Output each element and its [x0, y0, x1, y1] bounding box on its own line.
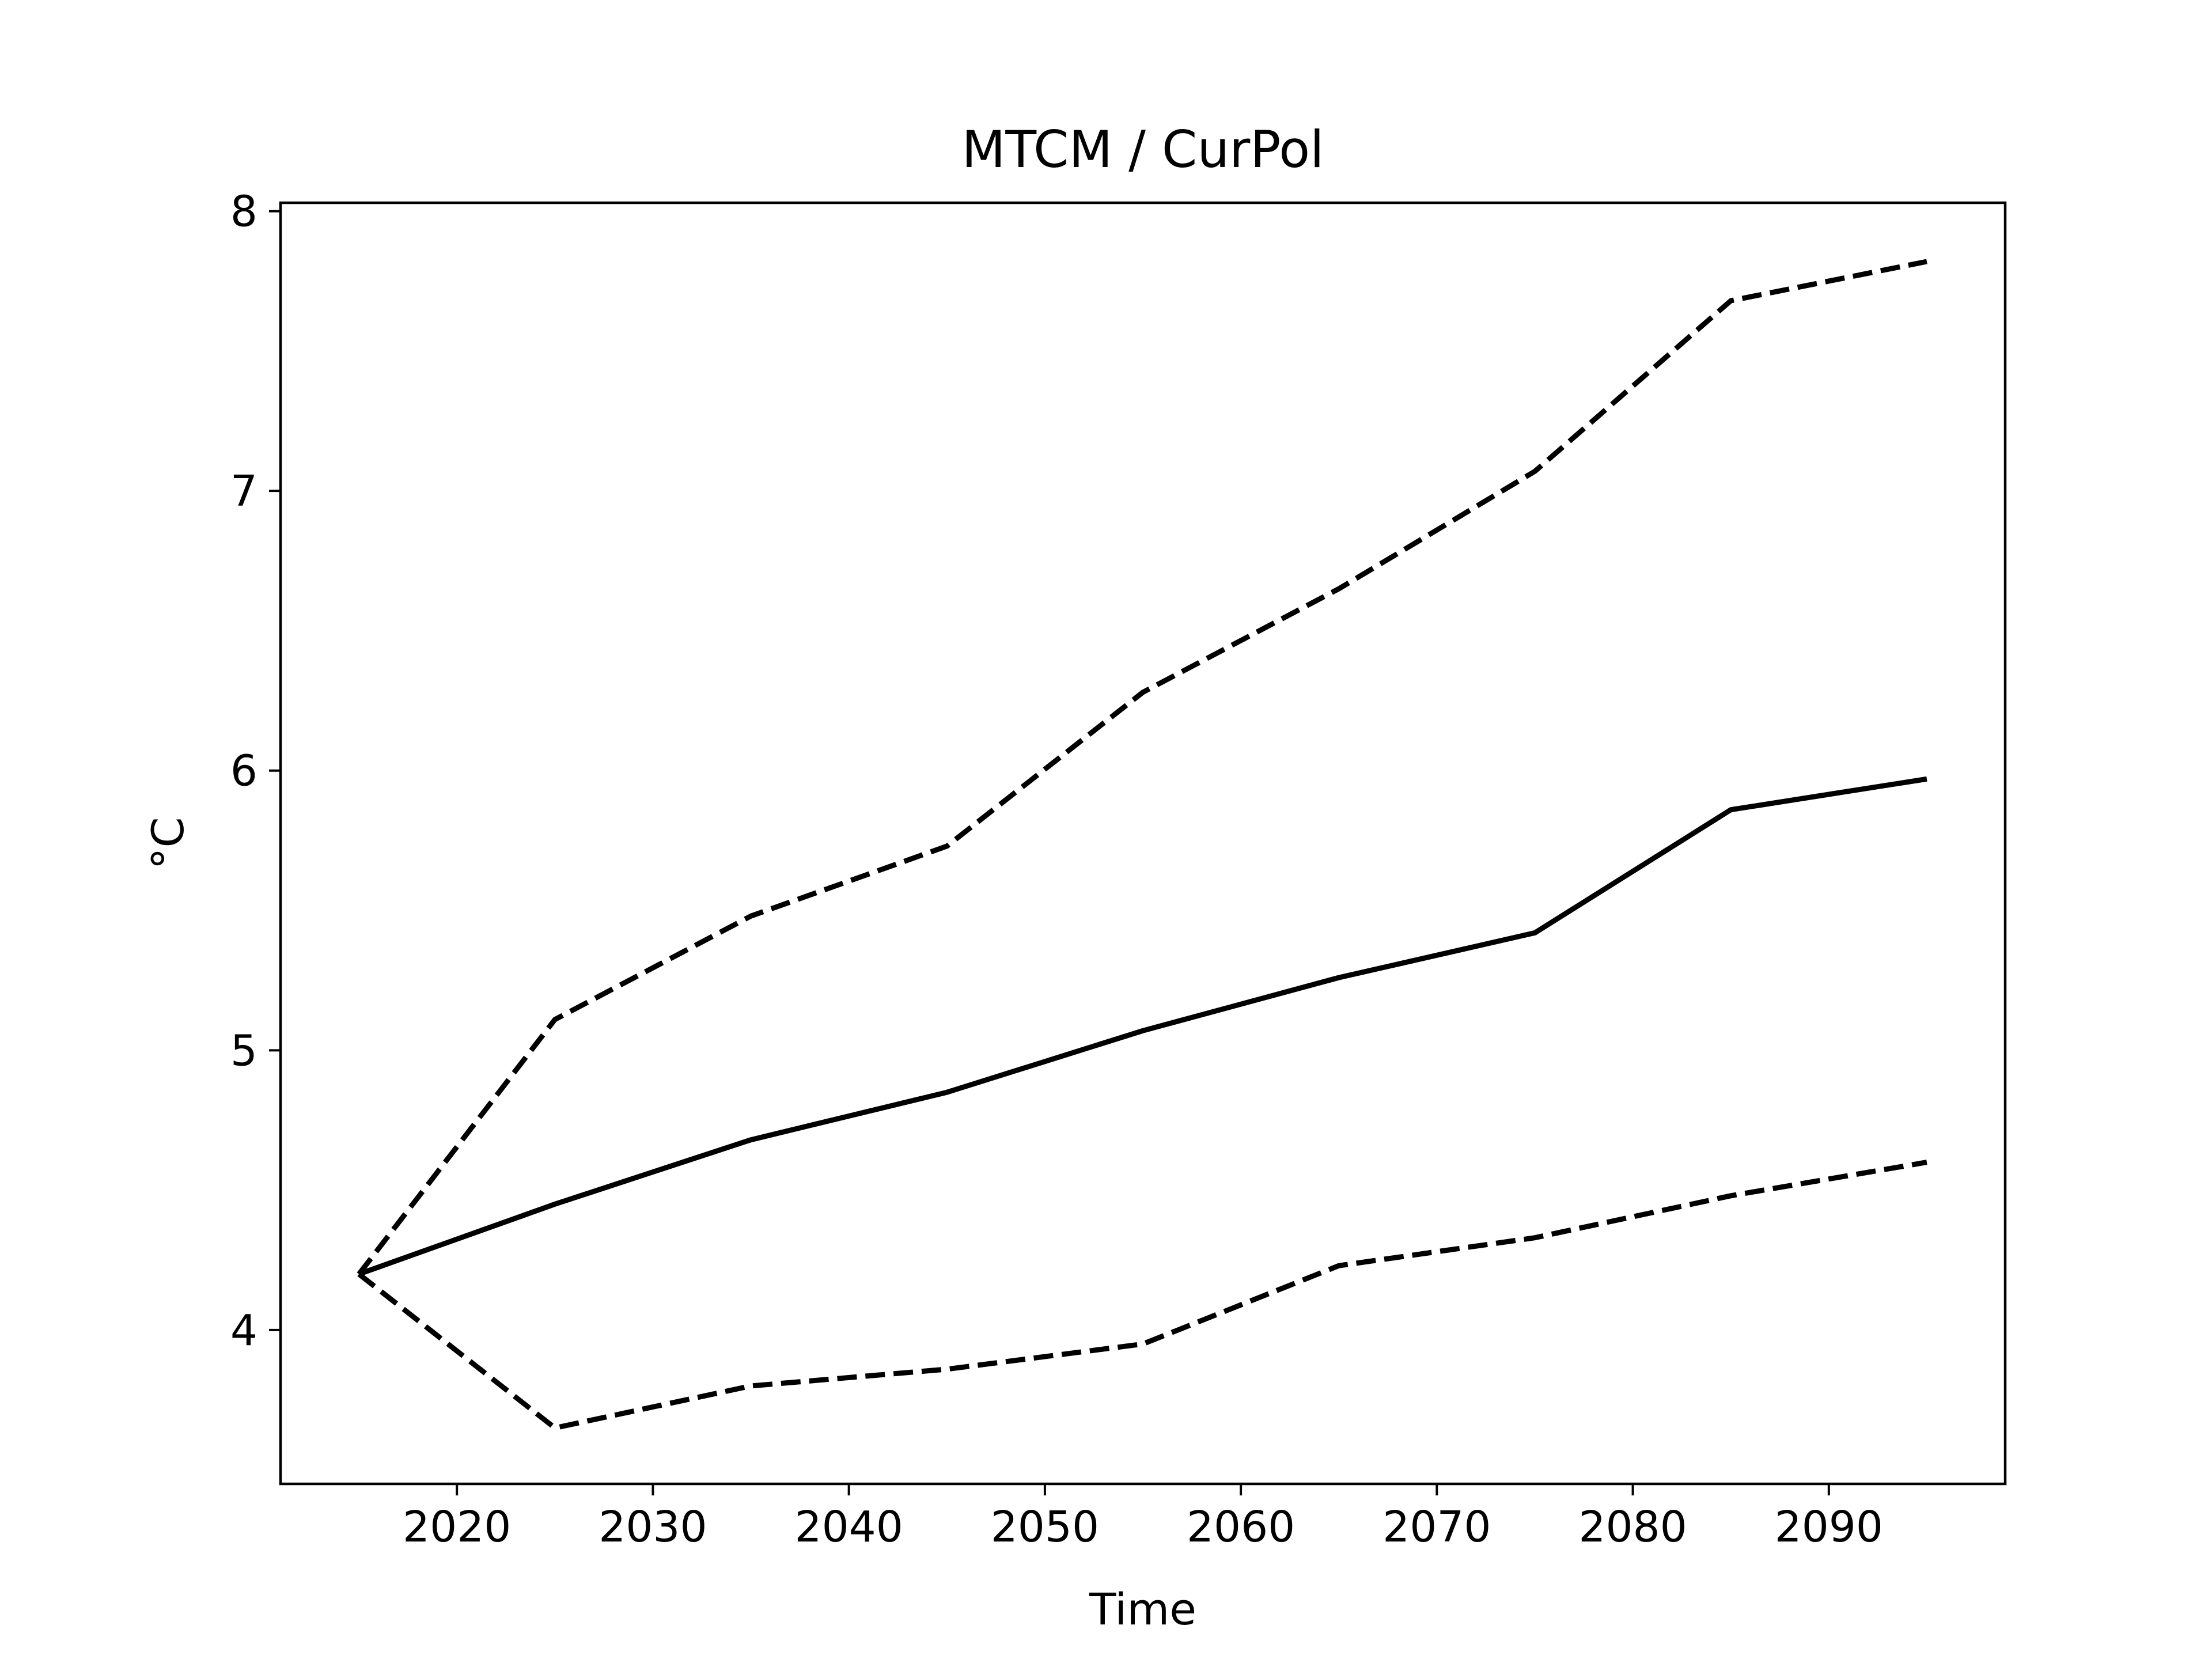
x-tick-label: 2040	[794, 1502, 903, 1552]
x-tick-label: 2030	[599, 1502, 707, 1552]
x-axis-label: Time	[1089, 1584, 1196, 1635]
y-axis: 4 5 6 7 8	[230, 187, 281, 1355]
chart-title: MTCM / CurPol	[961, 120, 1324, 179]
y-tick-label: 6	[230, 747, 257, 796]
y-tick-label: 4	[230, 1306, 257, 1355]
y-tick-label: 5	[230, 1026, 257, 1075]
plot-area	[357, 259, 1927, 1431]
x-tick-label: 2050	[991, 1502, 1099, 1552]
x-tick-label: 2060	[1187, 1502, 1295, 1552]
x-tick-label: 2020	[403, 1502, 511, 1552]
x-axis: 2020 2030 2040 2050 2060 2070 2080 2090	[403, 1484, 1883, 1552]
x-tick-label: 2070	[1382, 1502, 1491, 1552]
y-axis-label: °C	[142, 817, 194, 869]
axes-frame	[279, 201, 2007, 1486]
x-tick-label: 2080	[1578, 1502, 1687, 1552]
y-tick-label: 7	[230, 467, 257, 516]
x-tick-label: 2090	[1775, 1502, 1883, 1552]
y-tick-label: 8	[230, 187, 257, 237]
dashed-series-line-2	[357, 1160, 1927, 1431]
